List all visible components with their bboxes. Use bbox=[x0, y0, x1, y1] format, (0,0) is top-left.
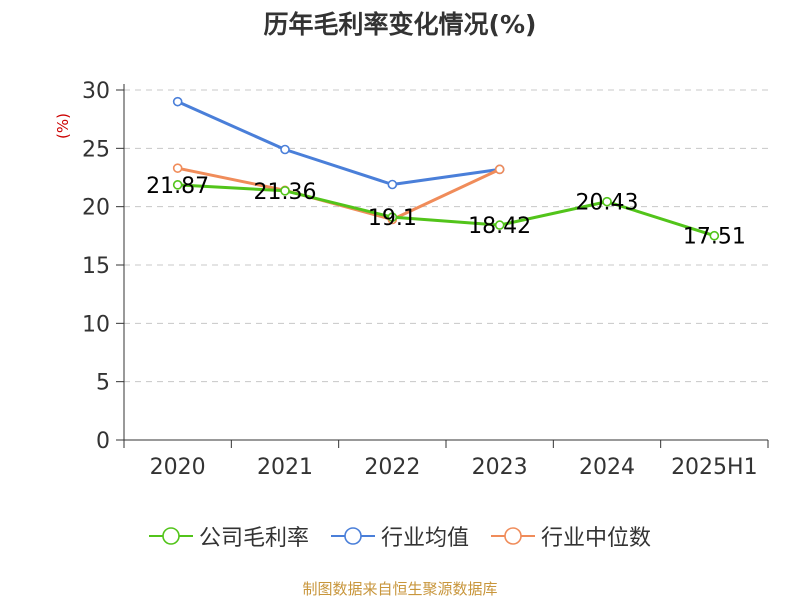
legend-swatch bbox=[330, 527, 375, 545]
x-tick-label: 2025H1 bbox=[671, 455, 758, 480]
series-point-0 bbox=[280, 186, 290, 196]
legend-swatch bbox=[148, 527, 193, 545]
series-point-2 bbox=[172, 163, 183, 173]
series-point-1 bbox=[172, 96, 183, 107]
series-point-0 bbox=[709, 230, 720, 241]
data-label: 21.36 bbox=[254, 180, 317, 205]
chart-title: 历年毛利率变化情况(%) bbox=[264, 10, 537, 39]
y-tick-label: 30 bbox=[82, 79, 110, 104]
series-point-1 bbox=[280, 144, 290, 155]
series-line-1 bbox=[177, 100, 500, 186]
series-point-2 bbox=[494, 164, 505, 175]
x-tick-label: 2023 bbox=[472, 455, 528, 480]
series-point-0 bbox=[172, 180, 183, 190]
legend-item-2[interactable]: 行业中位数 bbox=[491, 520, 651, 552]
y-tick-label: 15 bbox=[82, 254, 110, 279]
legend-label: 行业均值 bbox=[380, 526, 469, 551]
legend-item-1[interactable]: 行业均值 bbox=[330, 520, 469, 552]
y-tick-label: 0 bbox=[96, 429, 110, 454]
series-line-0 bbox=[177, 183, 715, 238]
y-tick-label: 5 bbox=[96, 371, 110, 396]
legend-label: 公司毛利率 bbox=[198, 526, 309, 551]
y-tick-label: 20 bbox=[82, 196, 110, 221]
data-label: 20.43 bbox=[576, 191, 639, 216]
legend-label: 行业中位数 bbox=[541, 526, 652, 551]
source-note: 制图数据来自恒生聚源数据库 bbox=[302, 580, 498, 598]
grid-layer bbox=[124, 89, 768, 383]
series-point-0 bbox=[387, 212, 398, 222]
x-tick-label: 2024 bbox=[579, 455, 635, 480]
x-tick-label: 2020 bbox=[150, 455, 206, 480]
data-label: 17.51 bbox=[683, 225, 746, 250]
x-tick-label: 2021 bbox=[257, 455, 313, 480]
series-point-0 bbox=[602, 196, 612, 207]
x-tick-label: 2022 bbox=[364, 455, 420, 480]
data-label: 18.42 bbox=[468, 214, 531, 239]
legend: 公司毛利率 行业均值 行业中位数 bbox=[0, 520, 800, 552]
y-tick-label: 25 bbox=[82, 137, 110, 162]
data-labels-layer: 21.87 21.36 19.1 18.42 20.43 17.51 bbox=[146, 174, 746, 250]
data-label: 21.87 bbox=[146, 174, 209, 199]
y-axis-label: (%) bbox=[54, 113, 72, 139]
series-point-0 bbox=[494, 220, 505, 230]
y-tick-label: 10 bbox=[82, 312, 110, 337]
axes-layer: 0 5 10 15 20 25 30 2020 2021 2022 2023 2024 2025H1 bbox=[82, 79, 769, 480]
legend-item-0[interactable]: 公司毛利率 bbox=[148, 520, 309, 552]
series-layer bbox=[172, 96, 720, 241]
legend-swatch bbox=[491, 527, 535, 545]
data-label: 19.1 bbox=[368, 206, 417, 231]
series-point-1 bbox=[387, 179, 398, 190]
